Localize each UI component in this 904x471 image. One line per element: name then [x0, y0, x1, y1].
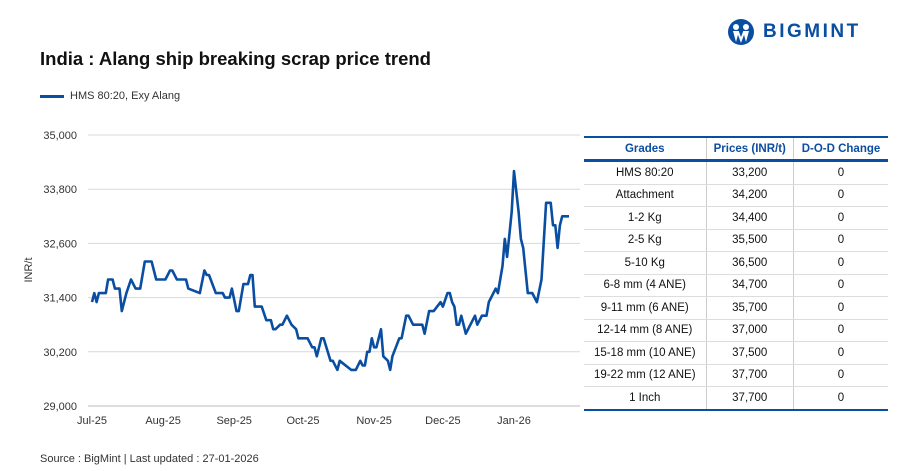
- change-cell: 0: [792, 274, 888, 297]
- price-cell: 33,200: [705, 160, 794, 185]
- brand-name: BIGMINT: [763, 21, 861, 42]
- change-cell: 0: [792, 251, 888, 275]
- grade-cell: 9-11 mm (6 ANE): [584, 296, 707, 320]
- column-header: Grades: [584, 136, 707, 162]
- x-tick-label: Jan-26: [497, 415, 531, 427]
- x-tick-label: Dec-25: [425, 415, 460, 427]
- y-tick-label: 31,400: [43, 293, 77, 305]
- change-cell: 0: [792, 206, 888, 230]
- table-row: Attachment 34,200 0: [584, 184, 888, 207]
- grade-cell: 1 Inch: [584, 386, 707, 411]
- price-cell: 34,700: [705, 274, 794, 297]
- change-cell: 0: [792, 341, 888, 365]
- table-header-row: Grades Prices (INR/t) D-O-D Change: [584, 136, 888, 162]
- x-tick-label: Nov-25: [356, 415, 391, 427]
- table-row: HMS 80:20 33,200 0: [584, 160, 888, 185]
- change-cell: 0: [792, 184, 888, 207]
- column-header: D-O-D Change: [792, 136, 888, 162]
- table-row: 6-8 mm (4 ANE) 34,700 0: [584, 274, 888, 297]
- change-cell: 0: [792, 364, 888, 387]
- table-row: 2-5 Kg 35,500 0: [584, 229, 888, 252]
- change-cell: 0: [792, 319, 888, 342]
- price-cell: 37,000: [705, 319, 794, 342]
- change-cell: 0: [792, 386, 888, 411]
- column-header: Prices (INR/t): [705, 136, 794, 162]
- series-line: [90, 169, 569, 372]
- legend-swatch: [40, 94, 64, 98]
- table-row: 19-22 mm (12 ANE) 37,700 0: [584, 364, 888, 387]
- table-row: 12-14 mm (8 ANE) 37,000 0: [584, 319, 888, 342]
- price-cell: 37,700: [705, 386, 794, 411]
- price-cell: 37,500: [705, 341, 794, 365]
- y-tick-label: 35,000: [43, 130, 77, 142]
- y-tick-label: 33,800: [43, 184, 77, 196]
- change-cell: 0: [792, 229, 888, 252]
- legend: HMS 80:20, Exy Alang: [40, 90, 180, 102]
- y-tick-label: 30,200: [43, 347, 77, 359]
- price-cell: 34,200: [705, 184, 794, 207]
- y-axis-label: INR/t: [23, 257, 35, 282]
- price-cell: 34,400: [705, 206, 794, 230]
- grade-cell: 12-14 mm (8 ANE): [584, 319, 707, 342]
- price-table: Grades Prices (INR/t) D-O-D Change HMS 80:…: [584, 136, 888, 411]
- table-row: 1 Inch 37,700 0: [584, 386, 888, 411]
- table-row: 9-11 mm (6 ANE) 35,700 0: [584, 296, 888, 320]
- legend-label: HMS 80:20, Exy Alang: [70, 90, 181, 102]
- change-cell: 0: [792, 160, 888, 185]
- x-tick-label: Sep-25: [216, 415, 251, 427]
- change-cell: 0: [792, 296, 888, 320]
- y-tick-label: 32,600: [43, 238, 77, 250]
- bigmint-logo: BIGMINT: [727, 18, 861, 46]
- table-row: 15-18 mm (10 ANE) 37,500 0: [584, 341, 888, 365]
- price-cell: 35,700: [705, 296, 794, 320]
- price-cell: 37,700: [705, 364, 794, 387]
- price-cell: 35,500: [705, 229, 794, 252]
- grade-cell: 2-5 Kg: [584, 229, 707, 252]
- grade-cell: 1-2 Kg: [584, 206, 707, 230]
- x-tick-label: Aug-25: [145, 415, 180, 427]
- y-tick-label: 29,000: [43, 401, 77, 413]
- table-row: 1-2 Kg 34,400 0: [584, 206, 888, 230]
- grade-cell: 6-8 mm (4 ANE): [584, 274, 707, 297]
- chart-title: India : Alang ship breaking scrap price …: [40, 48, 431, 69]
- x-tick-label: Jul-25: [77, 415, 107, 427]
- price-cell: 36,500: [705, 251, 794, 275]
- grade-cell: Attachment: [584, 184, 707, 207]
- bigmint-logo-icon: [728, 19, 754, 45]
- grade-cell: 5-10 Kg: [584, 251, 707, 275]
- source-note: Source : BigMint | Last updated : 27-01-…: [40, 453, 259, 465]
- grade-cell: 19-22 mm (12 ANE): [584, 364, 707, 387]
- table-row: 5-10 Kg 36,500 0: [584, 251, 888, 275]
- x-tick-label: Oct-25: [286, 415, 319, 427]
- grade-cell: HMS 80:20: [584, 160, 707, 185]
- grade-cell: 15-18 mm (10 ANE): [584, 341, 707, 365]
